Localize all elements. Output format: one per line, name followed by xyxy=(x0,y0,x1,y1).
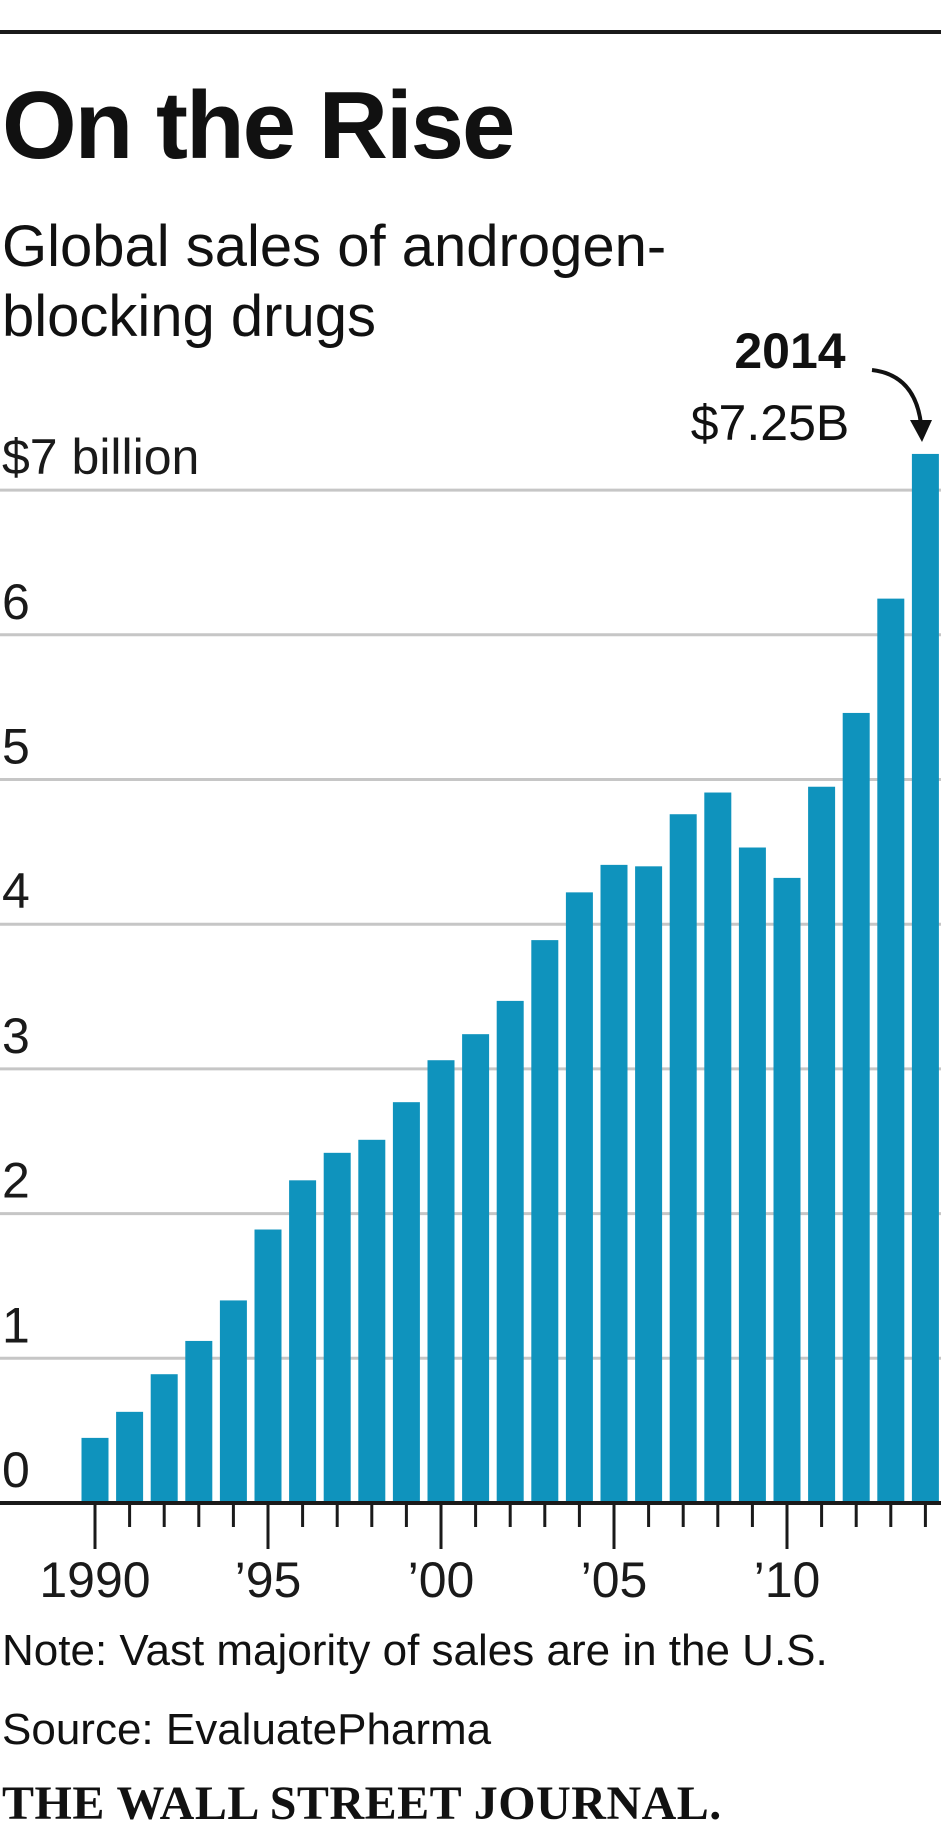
y-tick-labels: $7 billion 6 5 4 3 2 1 0 xyxy=(2,429,199,1498)
bar xyxy=(358,1139,386,1503)
bar xyxy=(496,1000,524,1503)
bar xyxy=(531,940,559,1503)
x-tick-label: ’95 xyxy=(235,1552,302,1608)
y-tick-label: 6 xyxy=(2,574,30,630)
chart-title: On the Rise xyxy=(2,72,515,179)
y-tick-label: 4 xyxy=(2,863,30,919)
y-tick-label: 5 xyxy=(2,719,30,775)
bar xyxy=(600,864,628,1503)
bar xyxy=(565,892,593,1503)
bar xyxy=(738,847,766,1503)
x-tick-label: ’05 xyxy=(581,1552,648,1608)
y-tick-label: 2 xyxy=(2,1153,30,1209)
y-tick-label: 3 xyxy=(2,1008,30,1064)
bar xyxy=(219,1300,247,1503)
annotation-year: 2014 xyxy=(734,323,845,379)
source-line: Source: EvaluatePharma xyxy=(2,1705,492,1754)
top-rule xyxy=(0,30,941,34)
bar xyxy=(462,1034,490,1503)
footnote: Note: Vast majority of sales are in the … xyxy=(2,1626,828,1675)
bar xyxy=(150,1374,178,1503)
bar xyxy=(427,1060,455,1503)
chart-subtitle: Global sales of androgen-blocking drugs xyxy=(2,214,667,349)
bar xyxy=(877,598,905,1503)
bar-chart: $7 billion 6 5 4 3 2 1 0 1990 ’95 ’00 ’05 ’10 2014 $… xyxy=(0,323,941,1608)
bar xyxy=(81,1437,109,1503)
annotation: 2014 $7.25B xyxy=(691,323,932,451)
annotation-arrow-line xyxy=(871,368,923,425)
x-axis xyxy=(0,1501,941,1549)
annotation-value: $7.25B xyxy=(691,395,849,451)
bars xyxy=(81,453,939,1503)
bar xyxy=(635,866,663,1503)
y-tick-label: 0 xyxy=(2,1442,30,1498)
y-tick-label: 1 xyxy=(2,1297,30,1353)
bar xyxy=(323,1152,351,1503)
bar xyxy=(808,786,836,1503)
x-tick-label: 1990 xyxy=(39,1552,150,1608)
y-tick-label: $7 billion xyxy=(2,429,199,485)
publisher-logo: THE WALL STREET JOURNAL. xyxy=(2,1777,722,1830)
bar xyxy=(773,877,801,1503)
bar xyxy=(704,792,732,1503)
bar xyxy=(185,1340,213,1503)
bar xyxy=(116,1411,144,1503)
bar xyxy=(289,1180,317,1503)
x-tick-label: ’00 xyxy=(408,1552,475,1608)
bar xyxy=(392,1102,420,1503)
bar xyxy=(842,712,870,1503)
annotation-arrowhead xyxy=(910,420,932,442)
bar xyxy=(911,453,939,1503)
bar xyxy=(254,1229,282,1503)
x-tick-labels: 1990 ’95 ’00 ’05 ’10 xyxy=(39,1552,820,1608)
bar xyxy=(669,814,697,1503)
x-tick-label: ’10 xyxy=(754,1552,821,1608)
